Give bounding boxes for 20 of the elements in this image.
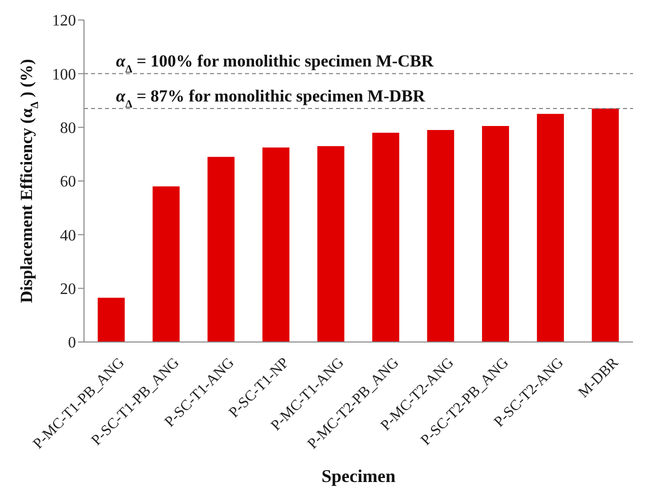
y-tick-label: 20: [60, 281, 76, 298]
bar: [427, 130, 454, 342]
x-axis-title: Specimen: [322, 466, 396, 486]
y-tick-label: 60: [60, 174, 76, 191]
y-tick-label: 120: [52, 12, 76, 30]
bar: [98, 298, 125, 342]
bar: [152, 186, 180, 342]
bar: [372, 132, 400, 342]
y-tick-label: 40: [60, 227, 76, 244]
y-tick-label: 100: [52, 66, 76, 84]
bar: [208, 156, 235, 342]
y-tick-label: 80: [60, 120, 76, 138]
bar: [317, 146, 344, 342]
bar: [482, 126, 510, 342]
bar: [262, 147, 290, 342]
y-tick-label: 0: [68, 334, 76, 352]
ref-line-label: α$_{Δ}$ = 87% for monolithic specimen M-DBR: [116, 86, 426, 111]
bar: [592, 108, 619, 342]
ref-line-label: α$_{Δ}$ = 100% for monolithic specimen M-CBR: [116, 52, 434, 76]
bar: [536, 114, 564, 342]
